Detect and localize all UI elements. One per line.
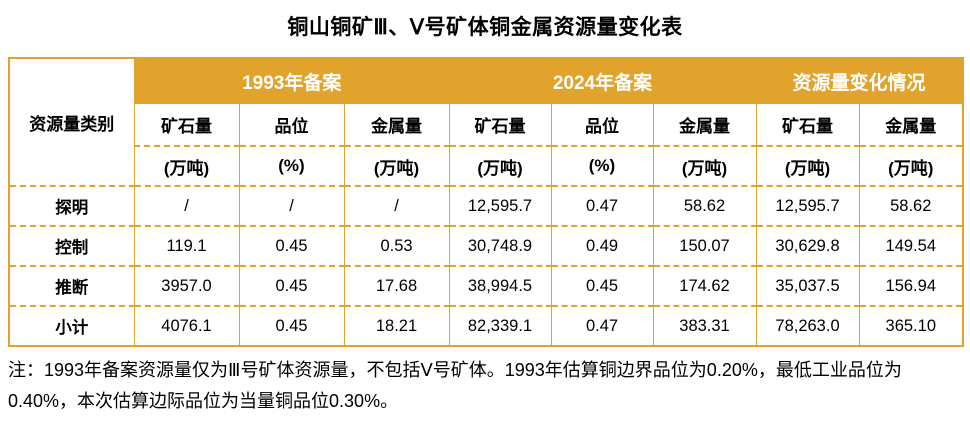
cell: 174.62 [653, 266, 757, 307]
cell: / [134, 186, 240, 227]
col-name: 矿石量 [756, 104, 860, 147]
col-unit: (%) [239, 146, 345, 187]
col-name: 矿石量 [449, 104, 552, 147]
cell: 0.49 [551, 226, 654, 267]
table-row-controlled: 控制 119.1 0.45 0.53 30,748.9 0.49 150.07 … [9, 226, 964, 267]
col-name: 品位 [551, 104, 654, 147]
cell: 4076.1 [134, 306, 240, 346]
table-column-name-row: 矿石量 品位 金属量 矿石量 品位 金属量 矿石量 金属量 [9, 104, 964, 147]
cell: 119.1 [134, 226, 240, 267]
cell: 18.21 [344, 306, 450, 346]
cell: 365.10 [885, 316, 936, 335]
cell: 156.94 [859, 266, 964, 307]
row-label: 探明 [9, 186, 135, 227]
cell: 0.45 [239, 226, 345, 267]
cell: 17.68 [344, 266, 450, 307]
row-label: 控制 [9, 226, 135, 267]
cell: 58.62 [859, 186, 964, 227]
group-header-1993: 1993年备案 [134, 58, 449, 104]
group-header-change: 资源量变化情况 [756, 58, 964, 104]
page-title: 铜山铜矿Ⅲ、Ⅴ号矿体铜金属资源量变化表 [287, 16, 683, 39]
col-name: 金属量 [859, 104, 964, 147]
footnote: 注：1993年备案资源量仅为Ⅲ号矿体资源量，不包括Ⅴ号矿体。1993年估算铜边界… [8, 360, 902, 411]
cell: 0.47 [551, 186, 654, 227]
cell: 0.45 [239, 266, 345, 307]
resource-change-table: 资源量类别 1993年备案 2024年备案 资源量变化情况 矿石量 品位 金属量… [8, 57, 965, 347]
row-label: 小计 [9, 306, 135, 346]
cell: 58.62 [653, 186, 757, 227]
table-group-header-row: 资源量类别 1993年备案 2024年备案 资源量变化情况 [9, 58, 964, 187]
cell: 150.07 [653, 226, 757, 267]
col-name: 矿石量 [134, 104, 240, 147]
cell: 149.54 [859, 226, 964, 267]
cell: 383.31 [653, 306, 757, 346]
col-name: 金属量 [653, 104, 757, 147]
corner-header-cell: 资源量类别 [9, 58, 135, 187]
col-unit: (万吨) [344, 146, 450, 187]
col-unit: (万吨) [859, 146, 964, 187]
col-unit: (万吨) [756, 146, 860, 187]
cell: 0.45 [551, 266, 654, 307]
col-unit: (万吨) [653, 146, 757, 187]
col-name: 品位 [239, 104, 345, 147]
cell: 38,994.5 [449, 266, 552, 307]
cell: 0.53 [344, 226, 450, 267]
cell: 0.45 [239, 306, 345, 346]
cell: 12,595.7 [756, 186, 860, 227]
cell: 12,595.7 [449, 186, 552, 227]
cell: 82,339.1 [449, 306, 552, 346]
cell: 30,629.8 [756, 226, 860, 267]
col-name: 金属量 [344, 104, 450, 147]
table-row-inferred: 推断 3957.0 0.45 17.68 38,994.5 0.45 174.6… [9, 266, 964, 307]
table-row-proved: 探明 / / / 12,595.7 0.47 58.62 12,595.7 58… [9, 186, 964, 227]
cell: / [239, 186, 345, 227]
group-header-2024: 2024年备案 [449, 58, 757, 104]
table-row-subtotal: 小计 4076.1 0.45 18.21 82,339.1 0.47 383.3… [9, 306, 963, 346]
cell: 3957.0 [134, 266, 240, 307]
cell: 0.47 [551, 306, 654, 346]
cell: 30,748.9 [449, 226, 552, 267]
cell: / [344, 186, 450, 227]
table-column-unit-row: (万吨) (%) (万吨) (万吨) (%) (万吨) (万吨) (万吨) [9, 146, 964, 187]
cell: 35,037.5 [756, 266, 860, 307]
col-unit: (万吨) [449, 146, 552, 187]
row-label: 推断 [9, 266, 135, 307]
cell: 78,263.0 [756, 306, 860, 346]
col-unit: (%) [551, 146, 654, 187]
col-unit: (万吨) [134, 146, 240, 187]
